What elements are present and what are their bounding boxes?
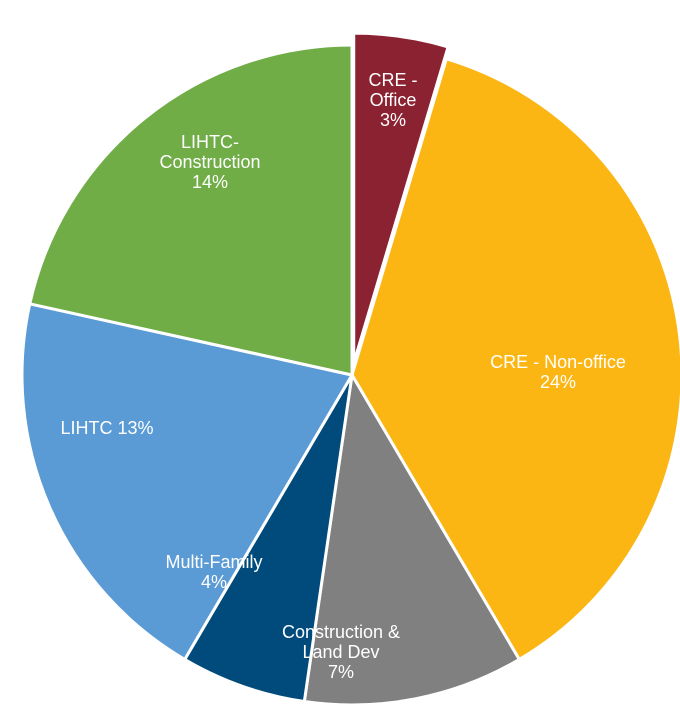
value-label: 7% <box>327 662 354 682</box>
pie-slice <box>27 43 354 377</box>
slice-label: LIHTC-Construction 14% <box>140 132 280 192</box>
pie-slice <box>20 302 355 662</box>
value-label: 13% <box>117 418 154 438</box>
slice-label: CRE - Non-office 24% <box>458 352 658 392</box>
pie-slice <box>182 374 354 704</box>
value-label: 24% <box>539 372 577 392</box>
category-label: LIHTC-Construction <box>159 132 261 172</box>
category-label: Multi-Family <box>165 552 263 572</box>
pie-slice <box>302 370 522 707</box>
value-label: 3% <box>379 110 406 130</box>
slice-label: LIHTC 13% <box>37 418 177 438</box>
category-label: LIHTC <box>60 418 113 438</box>
value-label: 4% <box>200 572 227 592</box>
category-label: CRE - Non-office <box>490 352 626 372</box>
category-label: CRE - Office <box>368 70 418 110</box>
pie-slice <box>352 31 450 364</box>
slice-label: Construction & Land Dev 7% <box>266 622 416 682</box>
slice-label: Multi-Family 4% <box>149 552 279 592</box>
slice-label: CRE - Office 3% <box>358 70 428 130</box>
category-label: Construction & Land Dev <box>281 622 401 662</box>
value-label: 14% <box>191 172 229 192</box>
